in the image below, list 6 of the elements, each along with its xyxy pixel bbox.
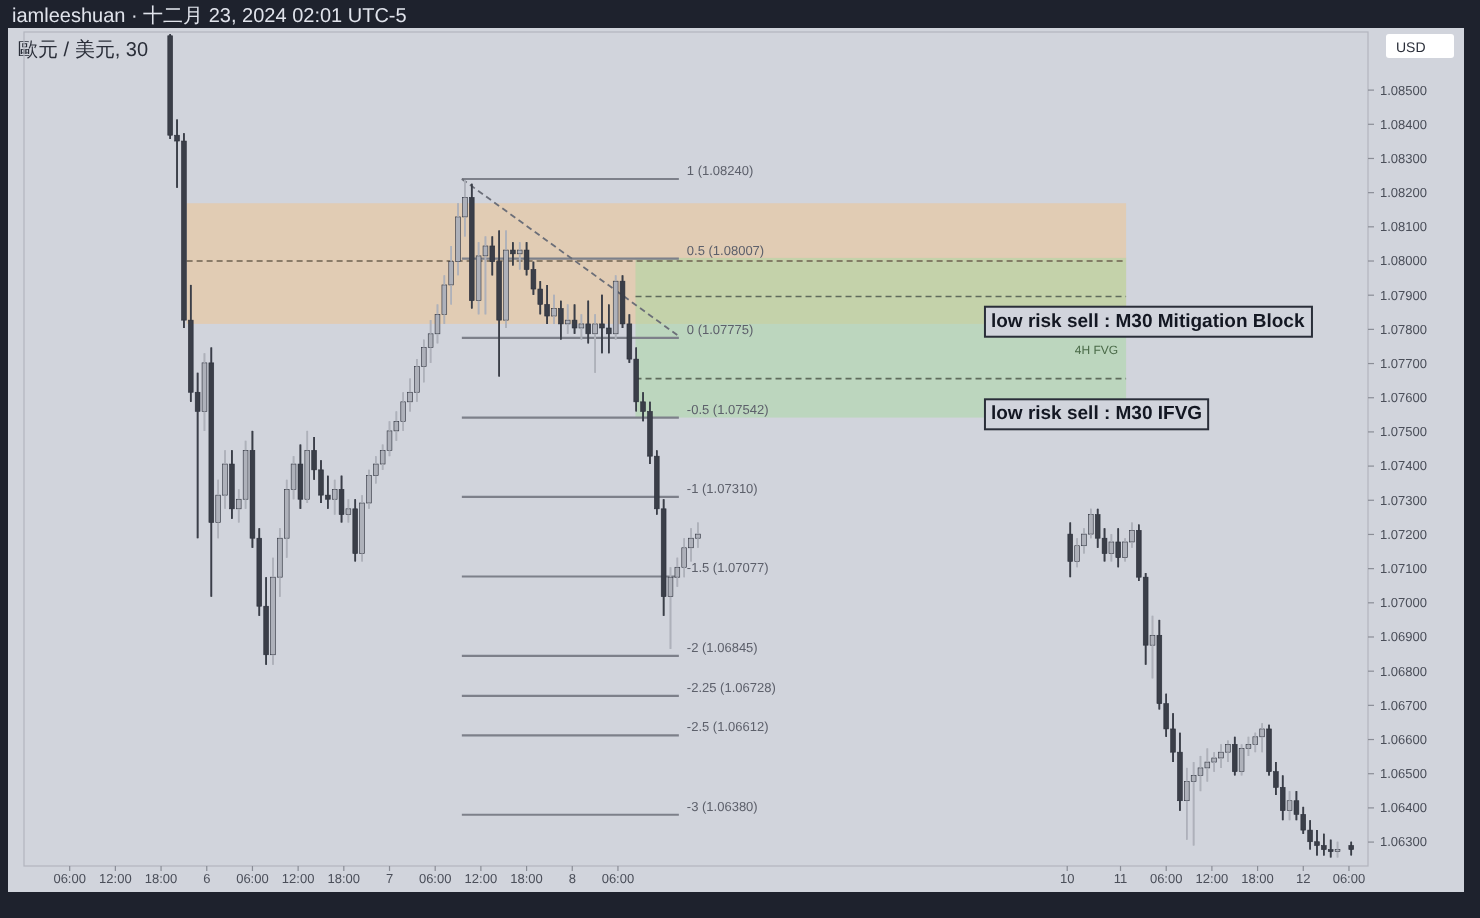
subtitle: iamleeshuan · 十二月 23, 2024 02:01 UTC-5 [12, 6, 407, 28]
annotation: low risk sell : M30 IFVG [990, 403, 1203, 426]
annotation: low risk sell : M30 Mitigation Block [983, 305, 1313, 338]
title: 歐元 / 美元, 30 [18, 40, 149, 62]
annotation: low risk sell : M30 Mitigation Block [990, 310, 1306, 333]
annotation: low risk sell : M30 IFVG [983, 398, 1210, 431]
